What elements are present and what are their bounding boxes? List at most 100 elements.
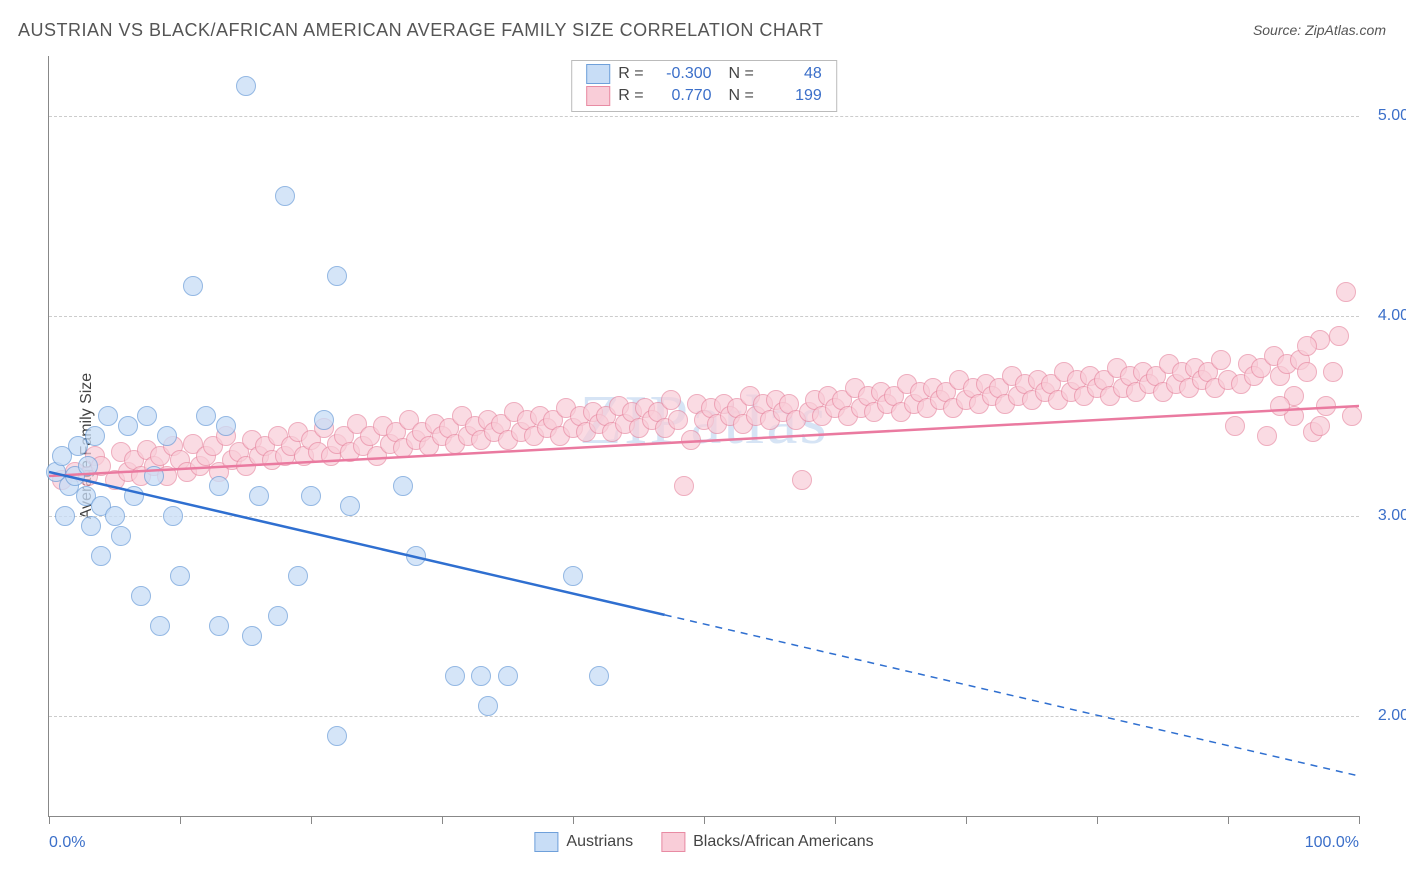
n-value-blacks: 199 <box>762 85 822 107</box>
correlation-legend: R = -0.300 N = 48 R = 0.770 N = 199 <box>571 60 837 112</box>
legend-item-blacks: Blacks/African Americans <box>661 832 874 852</box>
blacks-point <box>1342 406 1362 426</box>
austrians-point <box>118 416 138 436</box>
x-tick <box>704 816 705 824</box>
austrians-point <box>144 466 164 486</box>
n-value-austrians: 48 <box>762 63 822 85</box>
austrians-point <box>124 486 144 506</box>
austrians-point <box>157 426 177 446</box>
x-tick <box>1097 816 1098 824</box>
x-tick <box>835 816 836 824</box>
x-axis-max-label: 100.0% <box>1305 834 1359 852</box>
austrians-point <box>406 546 426 566</box>
austrians-point <box>137 406 157 426</box>
x-axis-min-label: 0.0% <box>49 834 85 852</box>
austrians-point <box>445 666 465 686</box>
x-tick <box>180 816 181 824</box>
x-tick <box>1359 816 1360 824</box>
blacks-point <box>681 430 701 450</box>
plot-area: ZIPatlas R = -0.300 N = 48 R = 0.770 N =… <box>48 56 1359 817</box>
source-label: Source: ZipAtlas.com <box>1253 22 1386 38</box>
blacks-point <box>1336 282 1356 302</box>
austrians-point <box>183 276 203 296</box>
austrians-point <box>163 506 183 526</box>
r-label: R = <box>618 85 643 107</box>
chart-title: AUSTRIAN VS BLACK/AFRICAN AMERICAN AVERA… <box>18 20 824 41</box>
austrians-point <box>471 666 491 686</box>
r-value-blacks: 0.770 <box>652 85 712 107</box>
legend-label-blacks: Blacks/African Americans <box>693 833 874 851</box>
x-tick <box>1228 816 1229 824</box>
austrians-point <box>498 666 518 686</box>
legend-item-austrians: Austrians <box>534 832 633 852</box>
austrians-point <box>78 456 98 476</box>
austrians-point <box>393 476 413 496</box>
austrians-point <box>327 266 347 286</box>
swatch-austrians <box>534 832 558 852</box>
blacks-point <box>1323 362 1343 382</box>
austrians-point <box>196 406 216 426</box>
n-label: N = <box>720 85 754 107</box>
gridline <box>49 716 1359 717</box>
blacks-point <box>1257 426 1277 446</box>
blacks-point <box>661 390 681 410</box>
r-value-austrians: -0.300 <box>652 63 712 85</box>
x-tick <box>966 816 967 824</box>
y-tick-label: 4.00 <box>1378 307 1406 325</box>
austrians-point <box>327 726 347 746</box>
r-label: R = <box>618 63 643 85</box>
y-tick-label: 3.00 <box>1378 507 1406 525</box>
austrians-point <box>85 426 105 446</box>
gridline <box>49 516 1359 517</box>
blacks-point <box>1316 396 1336 416</box>
swatch-blacks <box>586 86 610 106</box>
x-tick <box>573 816 574 824</box>
austrians-point <box>288 566 308 586</box>
y-tick-label: 2.00 <box>1378 707 1406 725</box>
gridline <box>49 116 1359 117</box>
blacks-point <box>1297 336 1317 356</box>
austrians-point <box>131 586 151 606</box>
austrians-point <box>268 606 288 626</box>
x-tick <box>311 816 312 824</box>
austrians-point <box>209 476 229 496</box>
blacks-point <box>674 476 694 496</box>
n-label: N = <box>720 63 754 85</box>
legend-label-austrians: Austrians <box>566 833 633 851</box>
austrians-point <box>301 486 321 506</box>
austrians-point <box>170 566 190 586</box>
austrians-point <box>209 616 229 636</box>
gridline <box>49 316 1359 317</box>
austrians-point <box>236 76 256 96</box>
austrians-point <box>249 486 269 506</box>
y-tick-label: 5.00 <box>1378 107 1406 125</box>
blacks-point <box>1329 326 1349 346</box>
austrians-point <box>314 410 334 430</box>
austrians-point <box>563 566 583 586</box>
blacks-point <box>1297 362 1317 382</box>
blacks-point <box>792 470 812 490</box>
blacks-point <box>1211 350 1231 370</box>
blacks-point <box>668 410 688 430</box>
austrians-point <box>275 186 295 206</box>
blacks-point <box>1270 396 1290 416</box>
swatch-blacks <box>661 832 685 852</box>
austrians-point <box>340 496 360 516</box>
austrians-point <box>478 696 498 716</box>
austrians-point <box>589 666 609 686</box>
legend-row-blacks: R = 0.770 N = 199 <box>586 85 822 107</box>
x-tick <box>442 816 443 824</box>
series-legend: Austrians Blacks/African Americans <box>534 832 873 852</box>
austrians-point <box>111 526 131 546</box>
austrians-point <box>81 516 101 536</box>
austrians-point <box>105 506 125 526</box>
austrians-point <box>91 546 111 566</box>
swatch-austrians <box>586 64 610 84</box>
blacks-point <box>1225 416 1245 436</box>
blacks-point <box>1310 416 1330 436</box>
legend-row-austrians: R = -0.300 N = 48 <box>586 63 822 85</box>
austrians-point <box>98 406 118 426</box>
austrians-point <box>55 506 75 526</box>
austrians-point <box>216 416 236 436</box>
austrians-point <box>150 616 170 636</box>
